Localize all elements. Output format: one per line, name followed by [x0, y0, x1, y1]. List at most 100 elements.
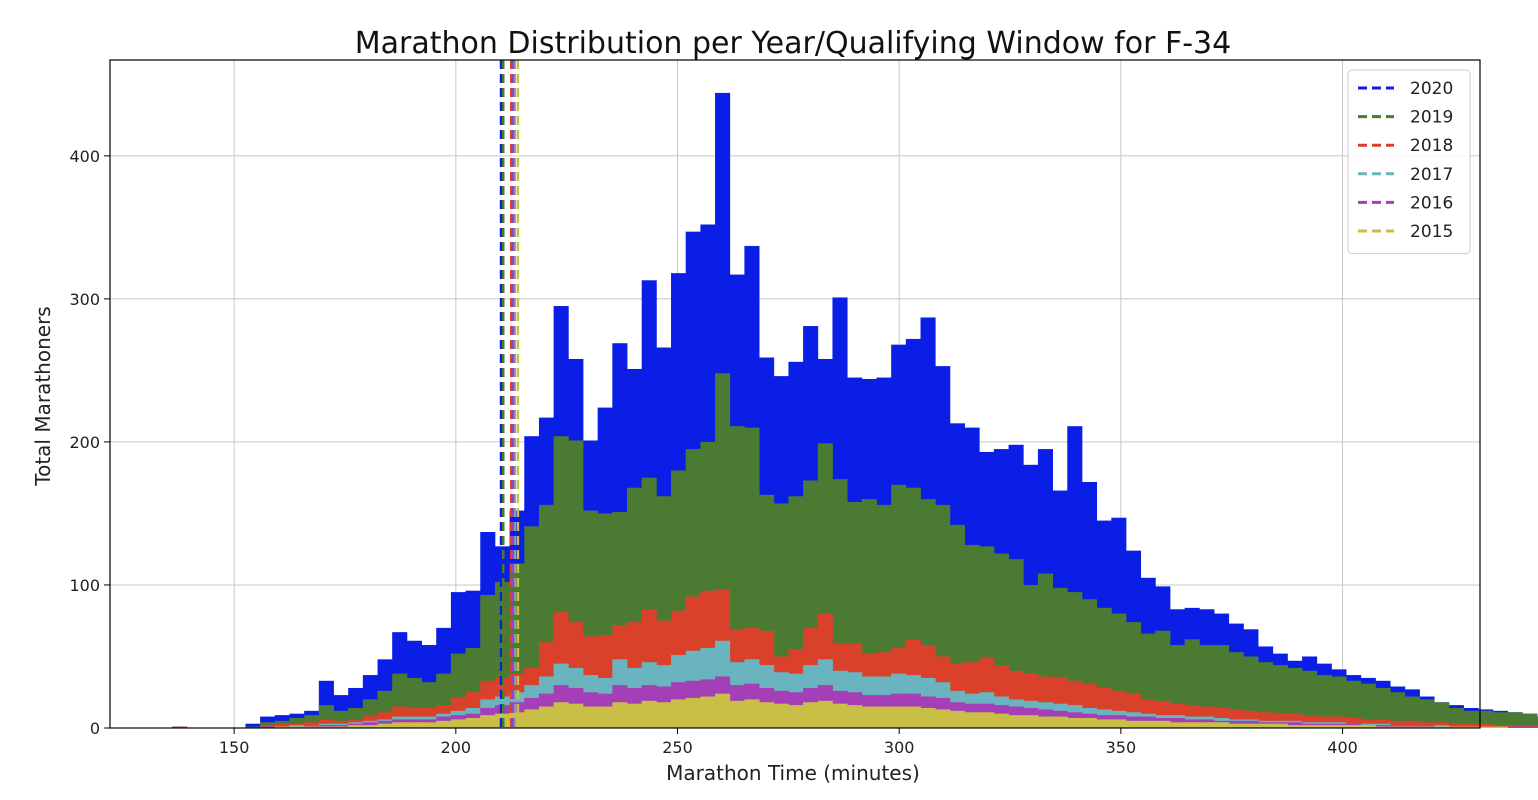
- histogram-bar: [788, 705, 804, 728]
- x-axis-label: Marathon Time (minutes): [666, 761, 920, 785]
- histogram-bar: [1536, 726, 1538, 728]
- histogram-bar: [289, 726, 305, 728]
- histogram-bar: [1448, 723, 1464, 728]
- histogram-bar: [656, 702, 672, 728]
- histogram-bar: [773, 703, 789, 728]
- histogram-bar: [1419, 699, 1435, 728]
- histogram-bar: [1522, 713, 1538, 728]
- histogram-bar: [1214, 645, 1230, 728]
- histogram-bar: [538, 706, 555, 728]
- histogram-bar: [318, 726, 334, 728]
- histogram-bar: [1434, 702, 1450, 728]
- series-2015-bars: [274, 693, 1508, 728]
- histogram-bar: [1346, 680, 1362, 728]
- histogram-bar: [803, 702, 819, 728]
- histogram-bar: [1155, 720, 1171, 728]
- histogram-bar: [1507, 726, 1523, 728]
- legend-label: 2017: [1410, 165, 1453, 185]
- histogram-bar: [1463, 726, 1479, 728]
- histogram-bar: [304, 726, 320, 728]
- y-tick-label: 400: [69, 147, 100, 166]
- histogram-bar: [406, 722, 422, 728]
- histogram-bar: [274, 723, 290, 728]
- histogram-bar: [1360, 725, 1376, 728]
- histogram-bar: [949, 710, 965, 728]
- histogram-bar: [245, 726, 261, 728]
- histogram-bar: [1478, 723, 1494, 728]
- histogram-bar: [1037, 716, 1053, 728]
- histogram-bar: [450, 719, 466, 728]
- histogram-bar: [1434, 726, 1450, 728]
- histogram-bar: [1478, 726, 1494, 728]
- legend-label: 2020: [1410, 79, 1453, 99]
- histogram-bar: [627, 703, 643, 728]
- histogram-bar: [362, 725, 378, 728]
- histogram-bar: [1243, 723, 1259, 728]
- histogram-bar: [729, 700, 745, 728]
- histogram-bar: [1331, 676, 1347, 728]
- histogram-bar: [172, 726, 188, 728]
- histogram-bar: [1390, 692, 1406, 728]
- histogram-bar: [1228, 723, 1244, 728]
- histogram-bar: [377, 723, 393, 728]
- histogram-bar: [1360, 719, 1376, 728]
- histogram-bar: [905, 706, 921, 728]
- histogram-bar: [1140, 720, 1156, 728]
- histogram-bar: [1536, 716, 1538, 728]
- legend-label: 2018: [1410, 136, 1453, 156]
- histogram-bar: [436, 720, 452, 728]
- histogram-bar: [685, 697, 701, 728]
- histogram-bar: [700, 696, 716, 728]
- histogram-bar: [1331, 725, 1347, 728]
- histogram-bar: [274, 726, 290, 728]
- histogram-bar: [524, 709, 540, 728]
- histogram-bar: [1390, 720, 1406, 728]
- histogram-bar: [1375, 726, 1391, 728]
- histogram-bar: [553, 702, 569, 728]
- histogram-bar: [348, 725, 364, 728]
- histogram-bar: [744, 699, 760, 728]
- histogram-bar: [1008, 715, 1024, 728]
- histogram-bar: [1404, 696, 1420, 728]
- histogram-bar: [920, 707, 936, 728]
- histogram-bar: [1316, 675, 1332, 728]
- histogram-bar: [861, 706, 877, 728]
- histogram-bar: [1492, 726, 1508, 728]
- histogram-bar: [1375, 719, 1391, 728]
- legend: 2020 2019 2018 2017 2016 2015: [1347, 69, 1471, 255]
- histogram-bar: [1067, 717, 1083, 728]
- y-tick-label: 300: [69, 290, 100, 309]
- histogram-bar: [1243, 656, 1259, 728]
- histogram-bar: [832, 703, 848, 728]
- histogram-bar: [480, 715, 496, 728]
- histogram-bars: [172, 92, 1538, 728]
- histogram-bar: [1287, 667, 1303, 728]
- histogram-bar: [1272, 723, 1288, 728]
- histogram-bar: [1302, 725, 1318, 728]
- histogram-bar: [318, 719, 334, 728]
- histogram-bar: [979, 712, 995, 728]
- histogram-bar: [817, 700, 833, 728]
- y-tick-label: 100: [69, 576, 100, 595]
- histogram-bar: [421, 722, 437, 728]
- histogram-bar: [1522, 726, 1538, 728]
- x-tick-label: 150: [219, 738, 250, 757]
- histogram-bar: [568, 703, 584, 728]
- histogram-bar: [1316, 725, 1332, 728]
- histogram-bar: [1096, 719, 1112, 728]
- histogram-bar: [1448, 726, 1464, 728]
- x-tick-label: 200: [441, 738, 472, 757]
- histogram-bar: [1507, 712, 1523, 728]
- histogram-bar: [1228, 652, 1244, 728]
- y-tick-label: 0: [90, 719, 100, 738]
- plot-frame: [109, 59, 1481, 729]
- histogram-bar: [1258, 662, 1274, 728]
- histogram-bar: [333, 726, 349, 728]
- histogram-bar: [597, 706, 613, 728]
- legend-label: 2015: [1410, 222, 1453, 242]
- chart-title: Marathon Distribution per Year/Qualifyin…: [355, 26, 1231, 61]
- histogram-bar: [1272, 665, 1288, 728]
- legend-label: 2019: [1410, 108, 1453, 128]
- histogram-bar: [847, 705, 863, 728]
